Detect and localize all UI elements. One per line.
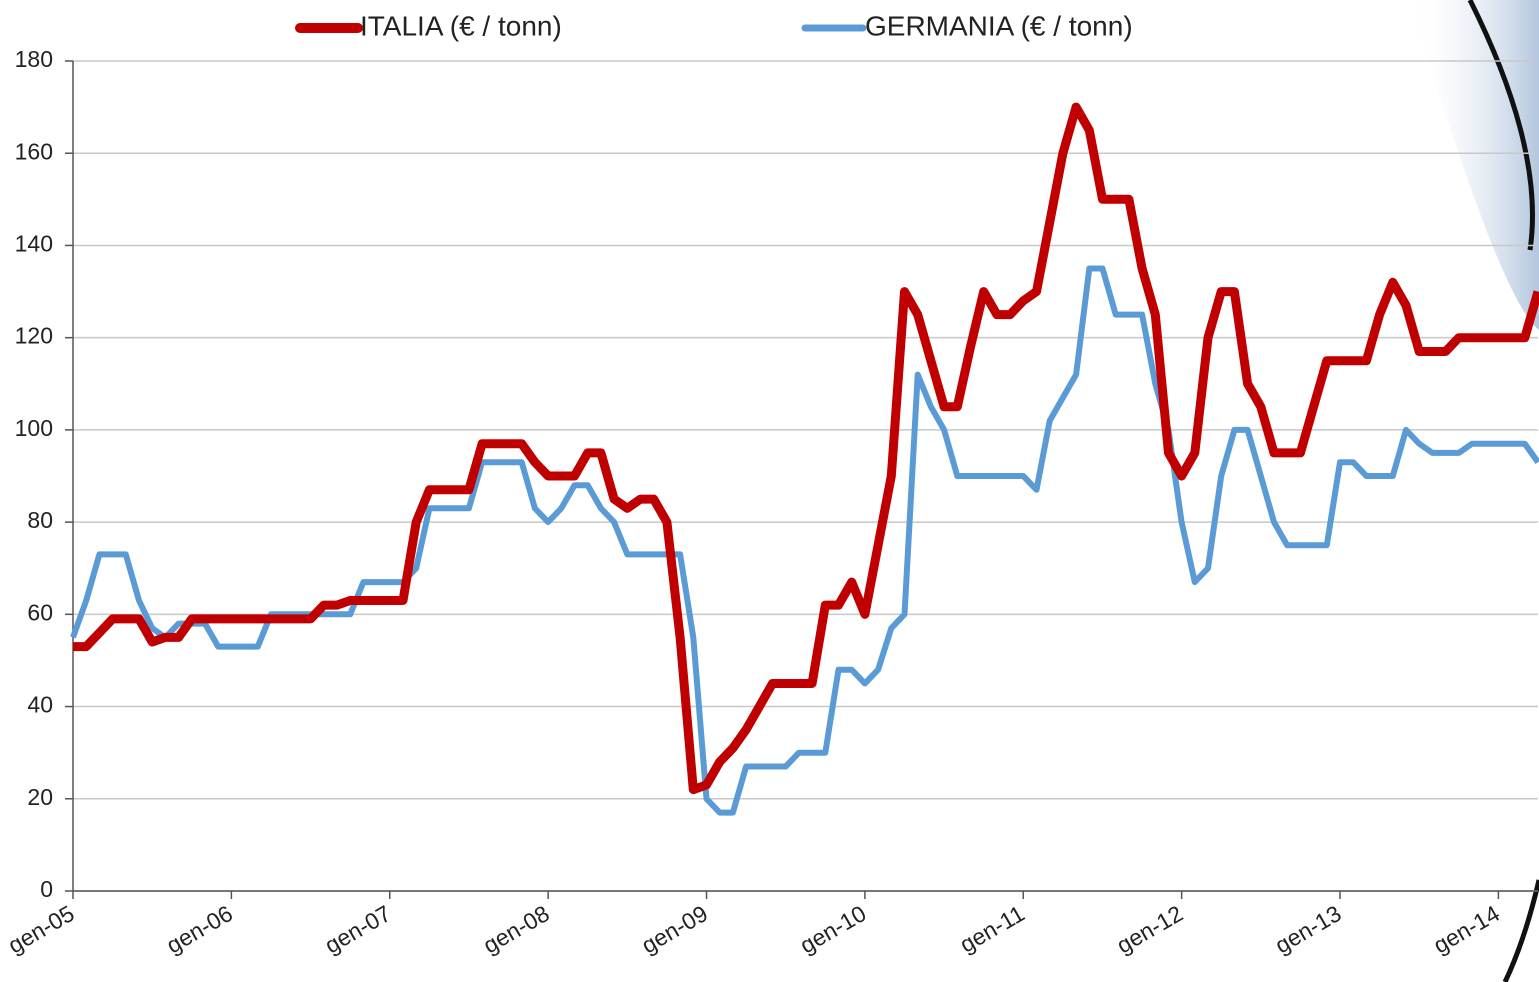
x-tick-label: gen-11 <box>955 900 1029 957</box>
decoration <box>1410 0 1539 330</box>
x-tick-label: gen-10 <box>795 900 870 958</box>
legend-label: GERMANIA (€ / tonn) <box>865 10 1133 41</box>
x-tick-label: gen-08 <box>479 900 554 958</box>
x-tick-label: gen-09 <box>637 900 712 958</box>
y-tick-label: 100 <box>15 415 53 441</box>
x-tick-label: gen-13 <box>1271 900 1346 958</box>
decoration <box>1502 879 1539 982</box>
y-tick-label: 160 <box>15 138 53 164</box>
y-tick-label: 0 <box>40 876 53 902</box>
y-tick-label: 80 <box>27 507 53 533</box>
y-tick-label: 180 <box>15 46 53 72</box>
x-tick-label: gen-06 <box>162 900 237 958</box>
y-tick-label: 120 <box>15 323 53 349</box>
decoration <box>1467 0 1535 251</box>
x-tick-label: gen-05 <box>4 900 79 958</box>
y-tick-label: 40 <box>27 692 53 718</box>
y-tick-label: 140 <box>15 231 53 257</box>
series-line <box>73 102 1539 795</box>
x-tick-label: gen-07 <box>320 900 395 958</box>
legend-label: ITALIA (€ / tonn) <box>360 10 562 41</box>
x-tick-label: gen-12 <box>1112 900 1187 958</box>
y-tick-label: 20 <box>27 784 53 810</box>
series-line <box>70 265 1539 816</box>
y-tick-label: 60 <box>27 599 53 625</box>
x-tick-label: gen-14 <box>1429 900 1504 958</box>
